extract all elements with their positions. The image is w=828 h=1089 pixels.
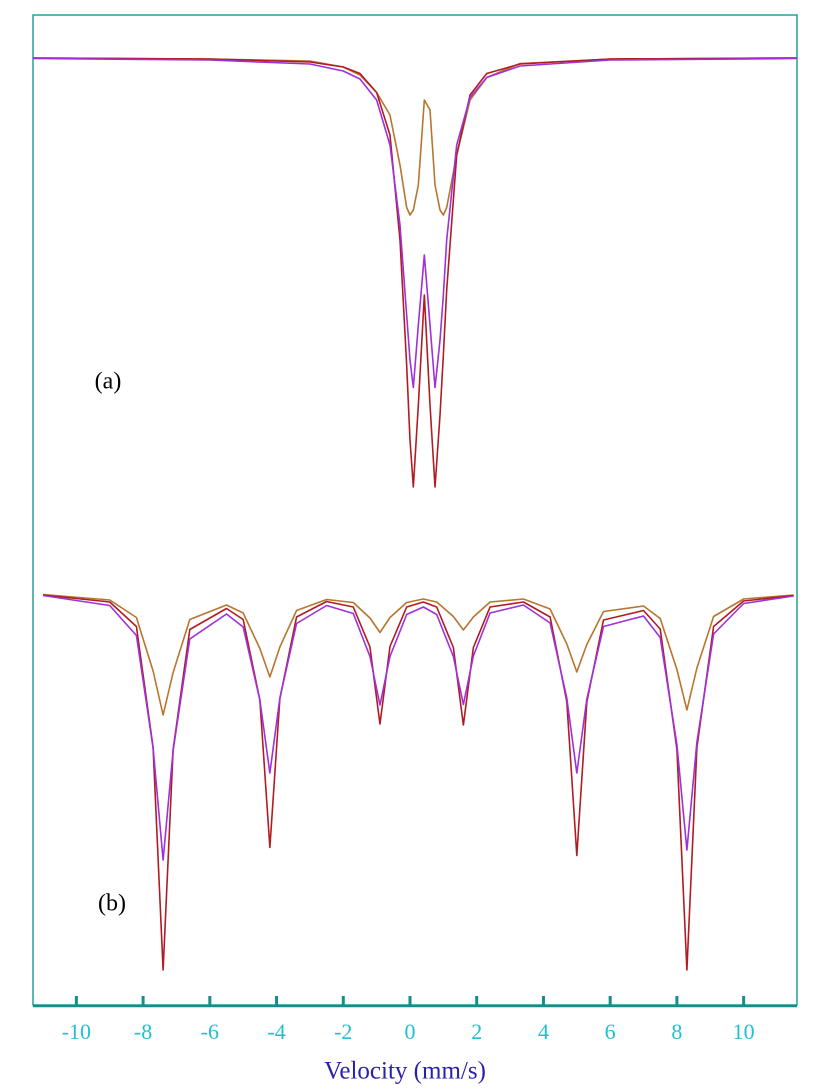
x-tick-label: 4 [538,1019,549,1044]
fit-curve [42,594,794,861]
x-tick-label: -10 [62,1019,91,1044]
panel-label: (b) [98,891,126,917]
x-tick-label: 8 [671,1019,682,1044]
x-tick-label: 10 [733,1019,755,1044]
fit-curve [32,57,798,216]
panel-label: (a) [95,369,122,395]
fit-curve [32,57,798,389]
x-tick-label: -2 [334,1019,352,1044]
x-tick-label: -4 [267,1019,285,1044]
fit-curve [32,57,798,488]
fit-curve [42,593,794,716]
x-tick-label: -6 [201,1019,219,1044]
x-tick-label: 6 [605,1019,616,1044]
fit-curve [42,594,794,971]
x-tick-label: 2 [471,1019,482,1044]
x-axis-label: Velocity (mm/s) [324,1058,486,1085]
x-tick-label: 0 [404,1019,415,1044]
x-tick-label: -8 [134,1019,152,1044]
